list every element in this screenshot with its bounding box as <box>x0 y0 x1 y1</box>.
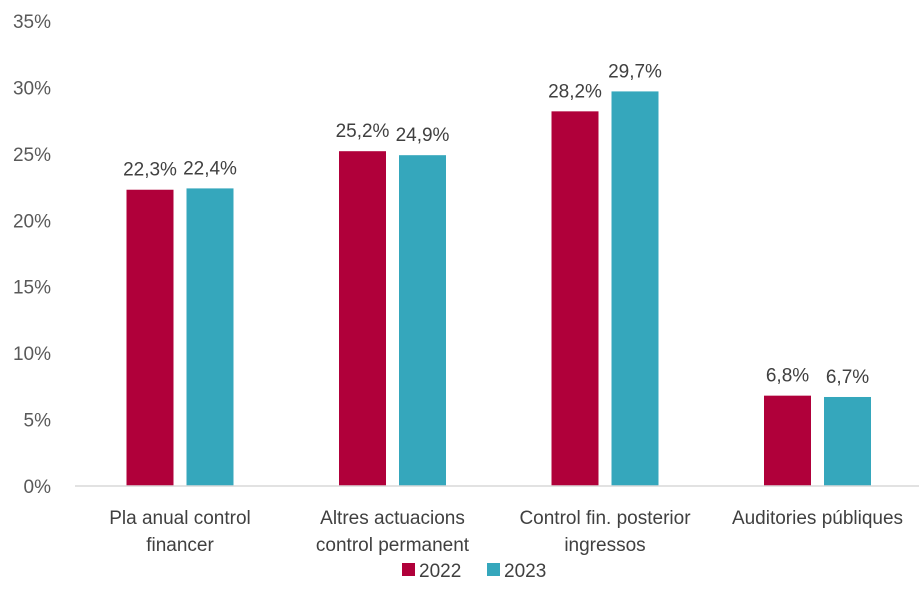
data-label: 29,7% <box>608 61 662 82</box>
bar-2023 <box>611 91 659 487</box>
y-tick-label: 15% <box>13 278 51 299</box>
category-label: Control fin. posterior ingressos <box>519 508 691 556</box>
bars <box>126 91 871 487</box>
category-label: Pla anual control financer <box>109 508 251 556</box>
bar-2022 <box>551 111 599 486</box>
bar-2022 <box>339 151 386 486</box>
category-label-line: control permanent <box>316 535 470 556</box>
category-label-line: ingressos <box>564 535 645 556</box>
data-label: 22,4% <box>183 158 237 179</box>
data-label: 24,9% <box>396 125 450 146</box>
bar-2023 <box>186 188 234 486</box>
data-label: 6,8% <box>766 366 809 387</box>
legend: 2022 2023 <box>402 561 546 582</box>
y-tick-label: 25% <box>13 145 51 166</box>
category-label: Auditories públiques <box>732 508 903 529</box>
bar-2022 <box>764 395 811 486</box>
bar-2022 <box>126 189 174 486</box>
category-label-line: Auditories públiques <box>732 508 903 529</box>
y-tick-label: 5% <box>24 411 52 432</box>
data-label: 22,3% <box>123 160 177 181</box>
y-tick-label: 30% <box>13 78 51 99</box>
y-tick-label: 35% <box>13 12 51 33</box>
category-label: Altres actuacions control permanent <box>316 508 470 556</box>
legend-label: 2022 <box>419 561 461 582</box>
bar-2023 <box>824 396 871 486</box>
legend-swatch-2022 <box>402 563 415 576</box>
legend-label: 2023 <box>504 561 546 582</box>
data-label: 25,2% <box>336 121 390 142</box>
category-label-line: Control fin. posterior <box>519 508 691 529</box>
data-labels: 22,3% 22,4% 25,2% 24,9% 28,2% 29,7% 6,8% 6,7% <box>123 61 869 388</box>
category-labels: Pla anual control financer Altres actuacio… <box>109 508 903 556</box>
category-label-line: Pla anual control <box>109 508 251 529</box>
category-label-line: Altres actuacions <box>320 508 465 529</box>
category-label-line: financer <box>146 535 214 556</box>
data-label: 28,2% <box>548 81 602 102</box>
data-label: 6,7% <box>826 367 869 388</box>
y-tick-label: 20% <box>13 211 51 232</box>
y-tick-label: 0% <box>24 477 52 498</box>
y-axis-ticks: 0% 5% 10% 15% 20% 25% 30% 35% <box>13 12 51 498</box>
y-tick-label: 10% <box>13 344 51 365</box>
legend-swatch-2023 <box>487 563 500 576</box>
bar-2023 <box>399 155 446 486</box>
